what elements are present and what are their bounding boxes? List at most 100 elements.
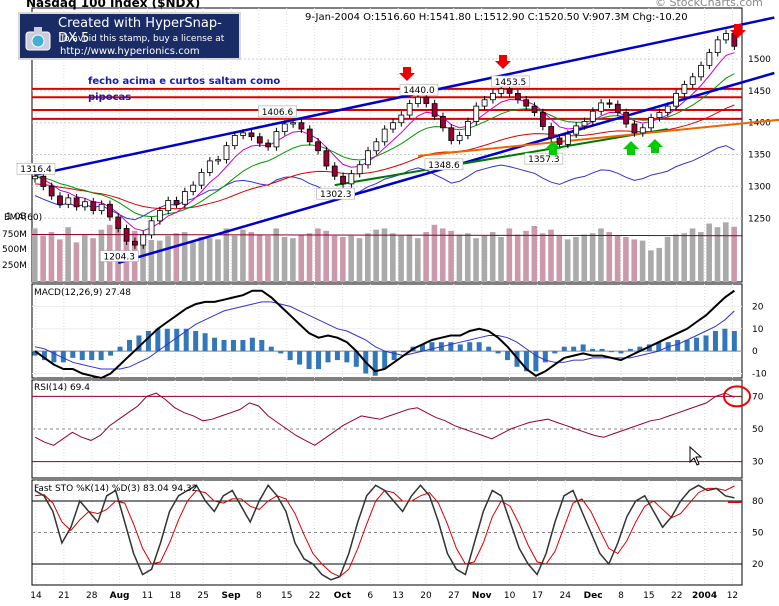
macd-histogram-bar [353, 351, 359, 367]
price-label-box [316, 187, 355, 200]
x-tick-label: 10 [504, 591, 516, 601]
candle-body [689, 76, 696, 85]
macd-histogram-bar [712, 331, 718, 352]
candle-body [398, 114, 405, 124]
candle-body [132, 240, 138, 246]
candle-body [581, 121, 588, 127]
hypersnap-stamp[interactable]: Created with HyperSnap-DX 5 To avoid thi… [18, 12, 241, 60]
macd-histogram-bar [505, 351, 511, 361]
macd-histogram-bar [212, 337, 218, 352]
volume-bar [265, 235, 271, 282]
macd-histogram-bar [249, 337, 255, 352]
x-tick-label: 20 [420, 591, 432, 601]
macd-histogram-bar [51, 351, 57, 363]
x-tick-label: 8 [256, 591, 262, 601]
volume-axis-label: 1.0B [6, 212, 27, 222]
x-tick-label: Nov [472, 591, 492, 601]
green-arrow-up [647, 139, 663, 153]
candle-body [481, 99, 488, 107]
volume-bar [656, 247, 663, 282]
volume-bar [581, 234, 588, 282]
macd-histogram-bar [174, 328, 180, 352]
red-arrow-down [399, 67, 415, 81]
candle-body [365, 150, 371, 166]
macd-histogram-bar [486, 346, 492, 352]
volume-axis-label: 500M [2, 245, 27, 255]
red-arrow-down [730, 24, 746, 38]
green-arrow-up [545, 141, 561, 155]
candle-body [373, 141, 380, 152]
candle-body [231, 135, 238, 147]
red-arrow-down [495, 55, 511, 69]
price-label-box [16, 162, 56, 175]
macd-histogram-bar [136, 335, 142, 352]
x-tick-label: 17 [532, 591, 543, 601]
x-tick-label: Aug [110, 591, 130, 601]
stamp-link[interactable]: http://www.hyperionics.com [60, 46, 200, 57]
y-tick-label: 1400 [748, 119, 771, 129]
x-tick-label: 21 [58, 591, 69, 601]
candle-body [290, 122, 296, 125]
volume-axis-label: 250M [2, 261, 27, 271]
long-ma-line [34, 145, 735, 221]
macd-histogram-bar [372, 351, 378, 376]
volume-bar [381, 228, 388, 282]
macd-histogram-bar [429, 342, 435, 352]
candle-body [265, 142, 272, 148]
volume-bar [65, 227, 71, 282]
volume-bar [539, 233, 546, 282]
volume-bar [373, 229, 379, 282]
macd-tick-label: 0 [752, 347, 758, 357]
candle-body [115, 216, 122, 229]
volume-bar [56, 239, 63, 282]
volume-bar [48, 232, 55, 282]
candle-body [698, 64, 704, 78]
volume-bar [298, 235, 305, 282]
candle-body [390, 122, 396, 130]
support-line-orange [417, 118, 779, 157]
volume-bar [531, 226, 538, 282]
volume-bar [606, 232, 613, 282]
rsi-title: RSI(14) 69.4 [34, 383, 90, 393]
candle-body [598, 102, 605, 112]
macd-histogram-bar [694, 337, 700, 352]
candle-body [423, 96, 430, 104]
macd-histogram-bar [89, 351, 95, 361]
macd-histogram-bar [287, 351, 293, 361]
candle-body [723, 33, 729, 41]
candle-body [681, 84, 688, 94]
volume-bar [448, 230, 454, 282]
volume-bar [198, 236, 205, 282]
x-tick-label: 27 [448, 591, 459, 601]
candle-body [564, 133, 571, 145]
candle-body [48, 186, 55, 197]
macd-tick-label: 20 [752, 302, 764, 312]
macd-histogram-bar [656, 342, 662, 352]
volume-bar [714, 227, 721, 282]
sto-title: Fast STO %K(14) %D(3) 83.04 94.32 [34, 484, 197, 494]
candle-body [256, 136, 263, 144]
trend-channel-line [34, 16, 775, 177]
candle-body [248, 132, 255, 138]
price-label-box [524, 152, 564, 165]
candle-body [65, 197, 72, 205]
candle-body [648, 117, 654, 129]
macd-histogram-bar [127, 339, 133, 352]
volume-bar [631, 239, 638, 282]
volume-bar [514, 234, 521, 282]
volume-bar [506, 228, 513, 282]
x-tick-label: 18 [170, 591, 182, 601]
macd-histogram-bar [533, 351, 539, 372]
annotation-line-1: fecho acima e curtos saltam como [88, 76, 281, 87]
candle-body [223, 145, 230, 161]
support-line-green [334, 128, 668, 187]
volume-bar [206, 238, 213, 282]
camera-icon [25, 27, 51, 51]
volume-bar [723, 222, 729, 282]
volume-bar [348, 235, 354, 282]
macd-histogram-bar [467, 342, 473, 352]
macd-tick-label: -10 [752, 370, 767, 380]
volume-bar [148, 240, 155, 282]
macd-histogram-bar [268, 346, 274, 352]
sto-k-line [34, 484, 735, 581]
